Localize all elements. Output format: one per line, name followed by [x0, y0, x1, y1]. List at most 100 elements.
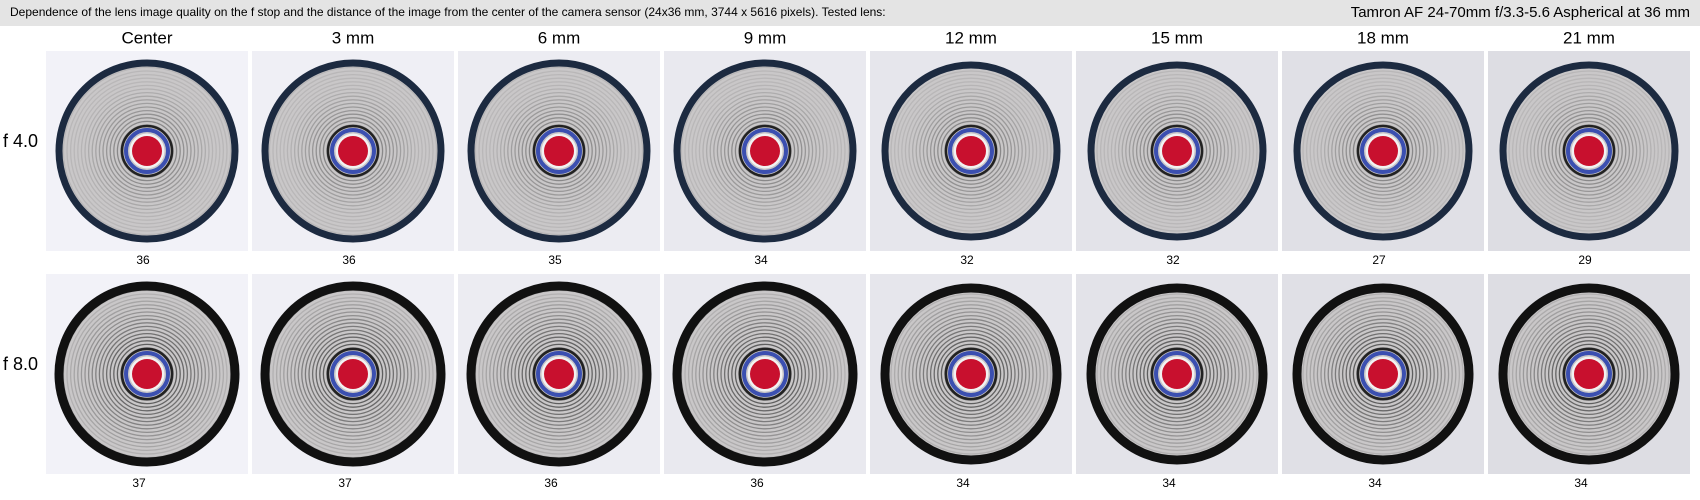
- target-ring: [499, 91, 619, 211]
- target-ring: [66, 70, 228, 232]
- black-ring: [1356, 124, 1410, 178]
- red-center: [750, 359, 780, 389]
- target-ring: [1096, 293, 1258, 455]
- target-ring: [922, 325, 1020, 423]
- blue-ring: [742, 351, 788, 397]
- column-header: 12 mm: [945, 28, 997, 47]
- target-ring: [1345, 336, 1421, 412]
- target-ring: [897, 300, 1045, 448]
- target-ring: [922, 102, 1020, 200]
- red-center: [956, 136, 986, 166]
- target-image: [1076, 274, 1278, 474]
- outer-ring: [673, 59, 857, 243]
- target-ring: [1107, 81, 1247, 221]
- lens-name: Tamron AF 24-70mm f/3.3-5.6 Aspherical a…: [1351, 4, 1690, 21]
- target-ring: [272, 70, 434, 232]
- target-ring: [1537, 322, 1641, 426]
- target-ring: [1117, 314, 1237, 434]
- target-ring: [1519, 81, 1659, 221]
- score: 34: [1162, 476, 1176, 490]
- column-header: 21 mm: [1563, 28, 1615, 47]
- target-ring: [702, 88, 828, 214]
- target-ring: [62, 66, 232, 236]
- target-ring: [893, 296, 1049, 452]
- target-ring: [1522, 307, 1656, 441]
- score: 37: [132, 476, 146, 490]
- red-center: [132, 359, 162, 389]
- target-ring: [937, 117, 1005, 185]
- target-ring: [901, 304, 1041, 444]
- header-bar: [0, 0, 1700, 26]
- target-ring: [1508, 293, 1670, 455]
- target-ring: [1540, 325, 1638, 423]
- target-image: [1488, 274, 1690, 474]
- target-ring: [1313, 304, 1453, 444]
- target-ring: [275, 73, 431, 229]
- target-ring: [919, 99, 1023, 203]
- target-ring: [1110, 84, 1244, 218]
- target-ring: [727, 336, 803, 412]
- blue-ring: [124, 351, 170, 397]
- target-ring: [1547, 109, 1631, 193]
- target-ring: [304, 325, 402, 423]
- outer-ring: [1293, 61, 1473, 241]
- target-image: [1488, 51, 1690, 251]
- target-ring: [1302, 293, 1464, 455]
- black-ring: [532, 347, 586, 401]
- target-ring: [102, 106, 192, 196]
- target-ring: [1352, 120, 1414, 182]
- score: 34: [1368, 476, 1382, 490]
- target-ring: [1558, 343, 1620, 405]
- target-ring: [702, 311, 828, 437]
- target-ring: [1511, 296, 1667, 452]
- target-ring: [507, 322, 611, 426]
- target-ring: [301, 99, 405, 203]
- target-ring: [1511, 73, 1667, 229]
- target-ring: [315, 336, 391, 412]
- target-ring: [904, 84, 1038, 218]
- blue-ring: [536, 128, 582, 174]
- target-ring: [933, 113, 1009, 189]
- target-ring: [684, 70, 846, 232]
- target-ring: [521, 336, 597, 412]
- target-ring: [929, 332, 1013, 416]
- column-header: 9 mm: [744, 28, 787, 47]
- target-ring: [933, 336, 1009, 412]
- target-ring: [95, 99, 199, 203]
- target-ring: [322, 343, 384, 405]
- target-ring: [734, 120, 796, 182]
- target-ring: [84, 311, 210, 437]
- black-ring: [120, 124, 174, 178]
- target-ring: [1526, 311, 1652, 437]
- blue-ring: [1360, 128, 1406, 174]
- target-ring: [687, 73, 843, 229]
- target-ring: [297, 95, 409, 207]
- target-ring: [1313, 81, 1453, 221]
- target-image: [46, 274, 248, 474]
- target-ring: [286, 307, 420, 441]
- target-image: [870, 51, 1072, 251]
- target-ring: [1305, 296, 1461, 452]
- target-ring: [734, 343, 796, 405]
- target-ring: [272, 293, 434, 455]
- score: 36: [750, 476, 764, 490]
- target-ring: [1551, 336, 1627, 412]
- outer-ring: [467, 59, 651, 243]
- target-ring: [1146, 120, 1208, 182]
- outer-ring: [880, 283, 1062, 465]
- score: 36: [544, 476, 558, 490]
- target-ring: [496, 311, 622, 437]
- target-ring: [901, 81, 1041, 221]
- target-ring: [69, 73, 225, 229]
- row-label: f 8.0: [3, 354, 38, 374]
- target-ring: [1135, 332, 1219, 416]
- target-image: [252, 51, 454, 251]
- target-ring: [1103, 300, 1251, 448]
- target-ring: [268, 66, 438, 236]
- target-ring: [695, 304, 835, 444]
- target-ring: [1139, 336, 1215, 412]
- target-ring: [1533, 95, 1645, 207]
- target-ring: [109, 336, 185, 412]
- red-center: [338, 136, 368, 166]
- target-ring: [308, 329, 398, 419]
